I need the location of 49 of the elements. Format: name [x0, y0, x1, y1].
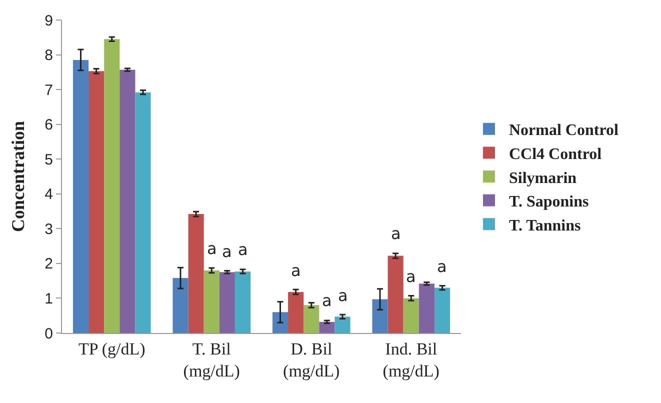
bar [403, 298, 419, 333]
data-label: a [322, 291, 332, 310]
bar [88, 71, 104, 333]
legend-label: T. Tannins [508, 217, 581, 234]
data-label: a [207, 239, 217, 258]
y-tick-label: 9 [44, 12, 53, 30]
y-tick-label: 0 [44, 325, 53, 342]
y-tick-label: 8 [44, 47, 53, 64]
data-label: a [437, 257, 447, 276]
x-tick-label: TP (g/dL) [78, 339, 146, 358]
bar [135, 92, 151, 333]
data-label: a [291, 261, 301, 280]
data-label: a [338, 286, 348, 305]
bar [172, 278, 188, 333]
bar [304, 305, 320, 333]
bar [288, 292, 304, 333]
y-tick-label: 6 [44, 116, 53, 134]
bar [372, 299, 388, 333]
legend-label: T. Saponins [508, 194, 589, 211]
bar [319, 322, 335, 333]
legend-label: Normal Control [508, 122, 620, 140]
x-tick-label: T. Bil (mg/dL) [183, 339, 240, 380]
bar [388, 256, 404, 333]
bar [272, 312, 288, 333]
x-tick-label: D. Bil (mg/dL) [283, 339, 340, 380]
y-tick-label: 4 [44, 186, 53, 204]
legend-label: CCl4 Control [508, 146, 602, 163]
bar [104, 39, 120, 333]
bar [72, 60, 89, 333]
bar [120, 70, 136, 333]
bar [334, 316, 350, 333]
y-axis-title: Concentration [8, 121, 28, 232]
legend-label: Silymarin [508, 170, 577, 187]
bar [188, 214, 204, 333]
data-label: a [238, 240, 248, 259]
bar [219, 272, 235, 333]
data-label: a [222, 242, 232, 261]
bar [204, 270, 220, 333]
y-tick-label: 2 [44, 256, 53, 273]
bar [434, 288, 450, 333]
y-tick-label: 3 [44, 220, 53, 238]
y-tick-label: 5 [44, 151, 53, 168]
y-tick-label: 7 [44, 82, 53, 99]
data-label: a [406, 267, 416, 286]
y-tick-label: 1 [44, 290, 53, 308]
data-label: a [391, 224, 401, 243]
x-tick-label: Ind. Bil (mg/dL) [382, 339, 440, 380]
bar [234, 271, 251, 333]
bar [418, 284, 434, 333]
